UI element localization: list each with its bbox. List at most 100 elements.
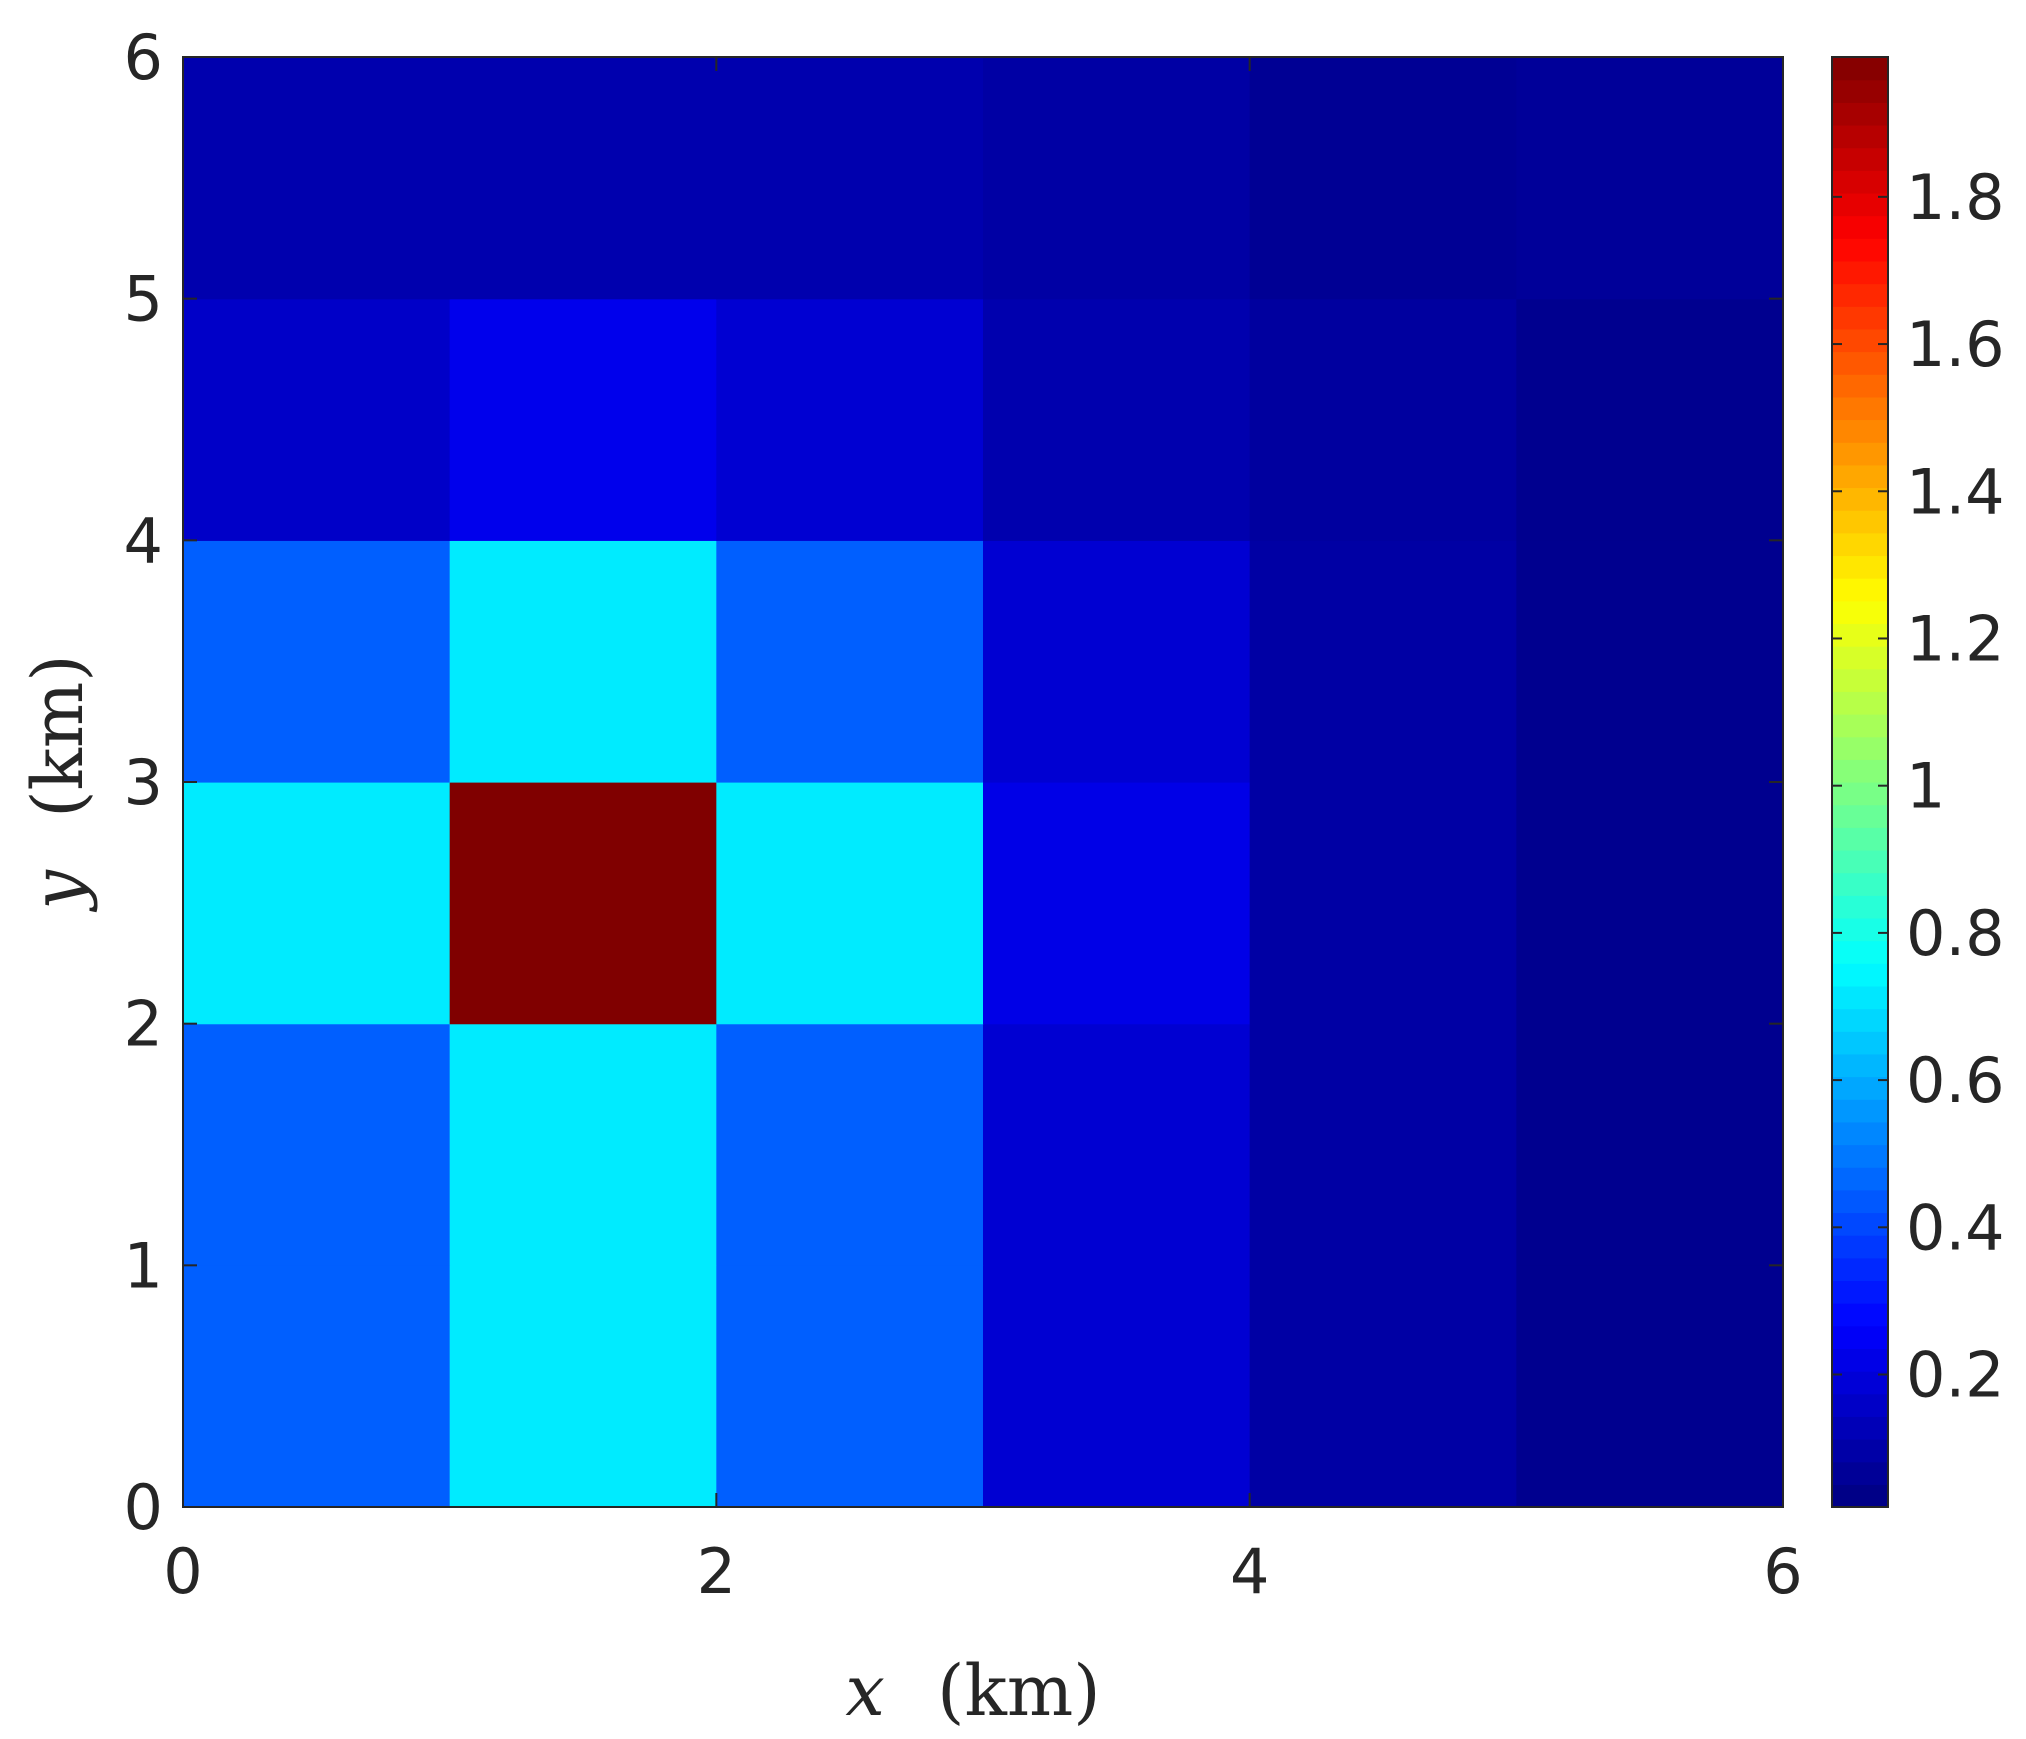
y-axis-label: y (km) — [17, 654, 99, 912]
colorbar-band — [1832, 1325, 1888, 1350]
heatmap-cell — [716, 298, 984, 541]
colorbar-frame — [1831, 56, 1889, 1508]
y-tick-label: 2 — [124, 988, 163, 1061]
colorbar-band — [1832, 1461, 1888, 1485]
colorbar-band — [1832, 1484, 1888, 1508]
heatmap-cell — [716, 1265, 984, 1508]
colorbar-band — [1832, 102, 1888, 126]
heatmap-cell — [183, 1023, 451, 1266]
heatmap-cell — [1516, 298, 1784, 541]
heatmap-cell — [1249, 1023, 1517, 1266]
x-axis-label-unit: (km) — [937, 1650, 1100, 1732]
colorbar-band — [1832, 691, 1888, 715]
x-tick-label: 2 — [697, 1535, 736, 1608]
heatmap-cell — [716, 782, 984, 1025]
colorbar-band — [1832, 215, 1888, 239]
heatmap-cell — [983, 1023, 1251, 1266]
heatmap-cell — [1249, 298, 1517, 541]
colorbar-band — [1832, 917, 1888, 942]
y-tick-label: 5 — [124, 263, 163, 336]
colorbar-band — [1832, 1235, 1888, 1259]
heatmap-cell — [449, 1265, 717, 1508]
colorbar-band — [1832, 510, 1888, 534]
colorbar-band — [1832, 1257, 1888, 1282]
heatmap-cell — [183, 540, 451, 783]
colorbar-band — [1832, 147, 1888, 171]
colorbar-band — [1832, 578, 1888, 602]
colorbar-band — [1832, 804, 1888, 828]
colorbar-band — [1832, 238, 1888, 262]
heatmap-cell — [983, 57, 1251, 300]
colorbar-tick-label: 1.6 — [1906, 308, 2005, 381]
colorbar-band — [1832, 1144, 1888, 1168]
heatmap-cell — [983, 298, 1251, 541]
colorbar-band — [1832, 57, 1888, 81]
y-tick-label: 4 — [124, 504, 163, 577]
colorbar-band — [1832, 668, 1888, 692]
colorbar-band — [1832, 1348, 1888, 1372]
colorbar-band — [1832, 759, 1888, 783]
heatmap-cell — [983, 1265, 1251, 1508]
colorbar-band — [1832, 306, 1888, 330]
colorbar-band — [1832, 464, 1888, 489]
colorbar-band — [1832, 1099, 1888, 1123]
x-axis-ticks: 0 2 4 6 — [163, 57, 1803, 1608]
heatmap-cell — [1516, 1023, 1784, 1266]
heatmap-cell — [1249, 57, 1517, 300]
colorbar-band — [1832, 736, 1888, 760]
y-axis-label-unit: (km) — [17, 654, 99, 817]
colorbar-ticks: 0.2 0.4 0.6 0.8 1 1.2 1.4 1.6 1.8 — [1832, 161, 2005, 1412]
colorbar-tick-label: 1 — [1906, 750, 1945, 823]
colorbar-tick-label: 1.2 — [1906, 602, 2005, 675]
colorbar-tick-label: 0.6 — [1906, 1044, 2005, 1117]
colorbar-band — [1832, 487, 1888, 511]
y-tick-label: 6 — [124, 21, 163, 94]
x-tick-label: 4 — [1230, 1535, 1269, 1608]
colorbar-band — [1832, 895, 1888, 919]
colorbar-band — [1832, 940, 1888, 964]
colorbar-band — [1832, 623, 1888, 647]
colorbar-band — [1832, 1076, 1888, 1100]
colorbar-band — [1832, 963, 1888, 987]
heatmap-cell — [183, 782, 451, 1025]
colorbar-band — [1832, 532, 1888, 557]
colorbar-band — [1832, 872, 1888, 896]
heatmap-cell — [1249, 1265, 1517, 1508]
colorbar-band — [1832, 1031, 1888, 1055]
colorbar-tick-label: 0.8 — [1906, 897, 2005, 970]
x-axis-label: x (km) — [845, 1650, 1100, 1732]
y-axis-label-var: y — [17, 869, 99, 913]
heatmap-cell — [1516, 1265, 1784, 1508]
heatmap-cell — [1249, 782, 1517, 1025]
colorbar-band — [1832, 283, 1888, 307]
colorbar-band — [1832, 419, 1888, 443]
heatmap-cell — [983, 782, 1251, 1025]
heatmap-cell — [449, 57, 717, 300]
colorbar-band — [1832, 1439, 1888, 1463]
colorbar-band — [1832, 79, 1888, 103]
heatmap-cell — [449, 298, 717, 541]
colorbar-band — [1832, 260, 1888, 285]
colorbar-band — [1832, 1053, 1888, 1078]
heatmap-cell — [1516, 782, 1784, 1025]
colorbar-band — [1832, 374, 1888, 398]
colorbar-band — [1832, 849, 1888, 874]
heatmap-cells — [183, 57, 1784, 1508]
heatmap-cell — [449, 1023, 717, 1266]
heatmap-cell — [183, 298, 451, 541]
colorbar-tick-label: 0.2 — [1906, 1339, 2005, 1412]
colorbar-tick-label: 1.8 — [1906, 161, 2005, 234]
colorbar-band — [1832, 442, 1888, 466]
colorbar-band — [1832, 1008, 1888, 1032]
colorbar-band — [1832, 1416, 1888, 1440]
colorbar-band — [1832, 1167, 1888, 1191]
heatmap-cell — [716, 540, 984, 783]
colorbar-band — [1832, 782, 1888, 806]
colorbar-tick-label: 0.4 — [1906, 1191, 2005, 1264]
x-tick-label: 6 — [1763, 1535, 1802, 1608]
y-tick-label: 3 — [124, 746, 163, 819]
heatmap-cell — [449, 540, 717, 783]
y-tick-label: 0 — [124, 1471, 163, 1544]
heatmap-cell — [1516, 540, 1784, 783]
colorbar-band — [1832, 1189, 1888, 1214]
